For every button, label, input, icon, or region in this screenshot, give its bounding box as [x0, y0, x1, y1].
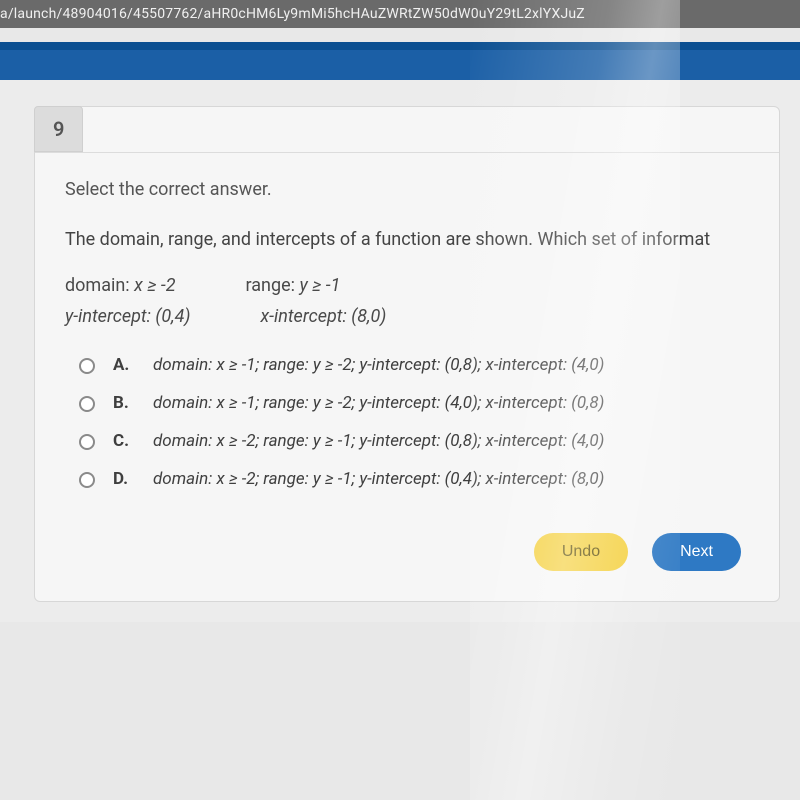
- question-number: 9: [34, 106, 83, 152]
- given-range: range: y ≥ -1: [246, 275, 341, 296]
- question-card: 9 Select the correct answer. The domain,…: [34, 106, 780, 602]
- option-a[interactable]: A. domain: x ≥ -1; range: y ≥ -2; y-inte…: [79, 355, 749, 375]
- option-d[interactable]: D. domain: x ≥ -2; range: y ≥ -1; y-inte…: [79, 469, 749, 489]
- question-stem: The domain, range, and intercepts of a f…: [65, 226, 749, 253]
- given-x-intercept: x-intercept: (8,0): [260, 306, 386, 327]
- card-divider: [35, 152, 779, 153]
- undo-button[interactable]: Undo: [534, 533, 628, 571]
- instruction-text: Select the correct answer.: [65, 179, 749, 200]
- page-body: 9 Select the correct answer. The domain,…: [0, 80, 800, 622]
- option-text: domain: x ≥ -2; range: y ≥ -1; y-interce…: [153, 469, 749, 489]
- header-strip: [0, 42, 800, 80]
- radio-icon[interactable]: [79, 358, 95, 374]
- radio-icon[interactable]: [79, 434, 95, 450]
- button-row: Undo Next: [35, 507, 779, 571]
- option-text: domain: x ≥ -1; range: y ≥ -2; y-interce…: [153, 355, 749, 375]
- radio-icon[interactable]: [79, 472, 95, 488]
- given-domain: domain: x ≥ -2: [65, 275, 176, 296]
- option-key: B.: [113, 393, 135, 413]
- given-y-intercept: y-intercept: (0,4): [65, 306, 190, 327]
- question-content: Select the correct answer. The domain, r…: [35, 179, 779, 489]
- option-key: D.: [113, 469, 135, 489]
- option-b[interactable]: B. domain: x ≥ -1; range: y ≥ -2; y-inte…: [79, 393, 749, 413]
- option-key: A.: [113, 355, 135, 375]
- option-text: domain: x ≥ -1; range: y ≥ -2; y-interce…: [153, 393, 749, 413]
- header-accent: [0, 42, 800, 50]
- given-info: domain: x ≥ -2 range: y ≥ -1 y-intercept…: [65, 275, 749, 327]
- option-text: domain: x ≥ -2; range: y ≥ -1; y-interce…: [153, 431, 749, 451]
- options-list: A. domain: x ≥ -1; range: y ≥ -2; y-inte…: [79, 355, 749, 489]
- url-bar: a/launch/48904016/45507762/aHR0cHM6Ly9mM…: [0, 0, 800, 28]
- option-key: C.: [113, 431, 135, 451]
- option-c[interactable]: C. domain: x ≥ -2; range: y ≥ -1; y-inte…: [79, 431, 749, 451]
- radio-icon[interactable]: [79, 396, 95, 412]
- next-button[interactable]: Next: [652, 533, 741, 571]
